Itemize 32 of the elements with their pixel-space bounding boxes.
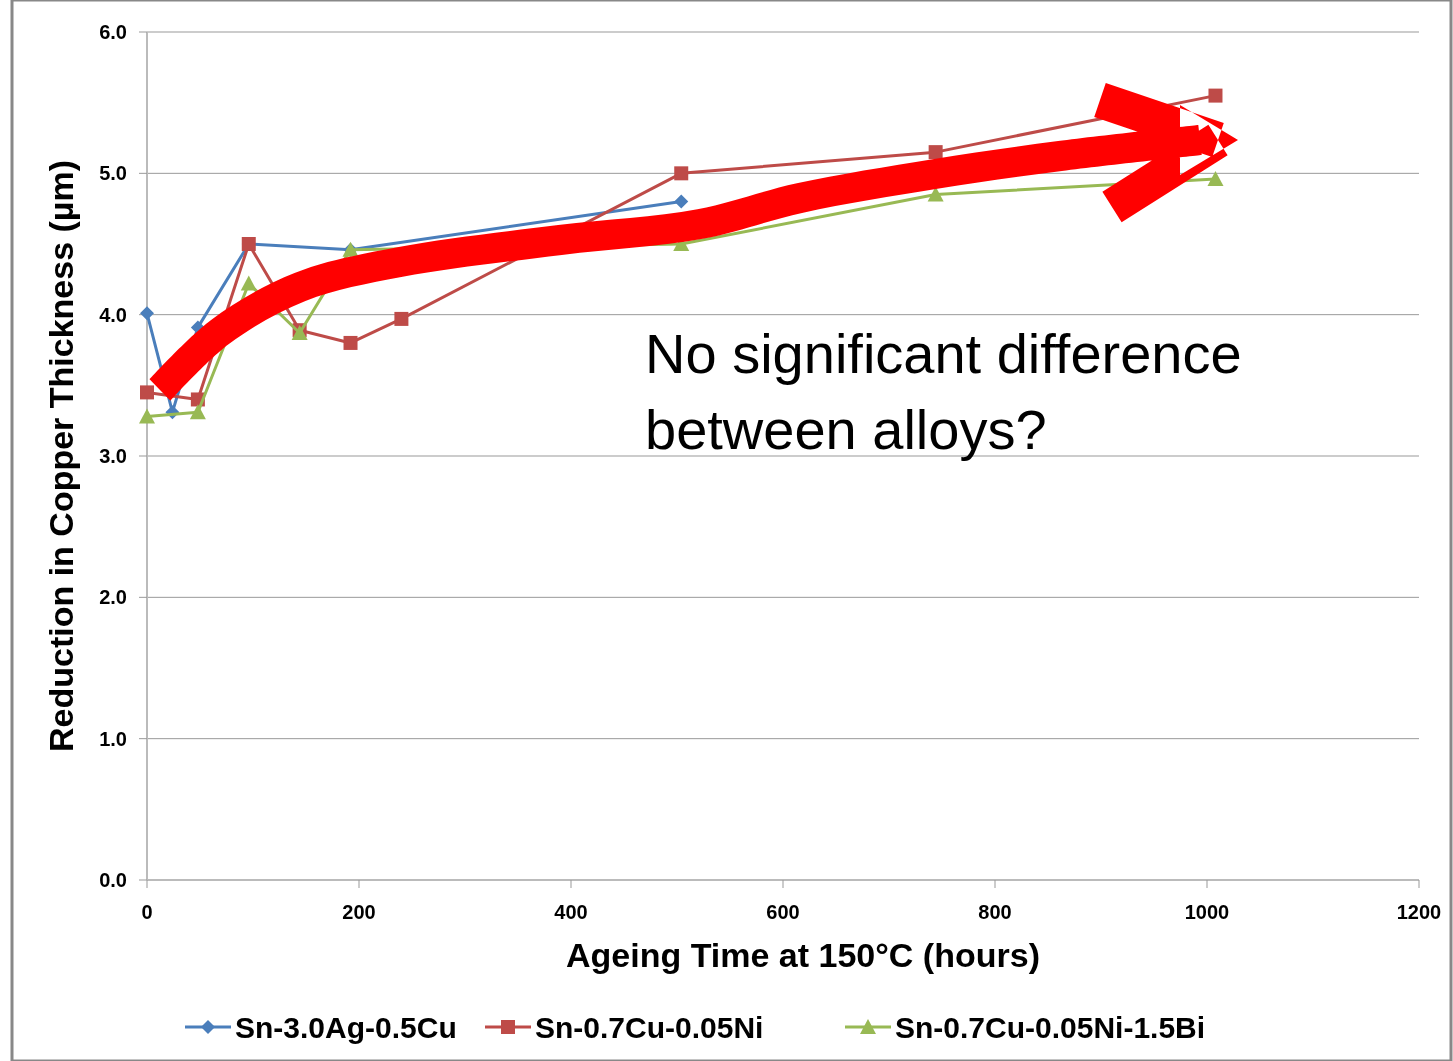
annotation: No significant difference between alloys?: [645, 322, 1242, 461]
x-tick-label: 0: [141, 901, 153, 923]
point: [674, 194, 689, 209]
y-tick-label: 0.0: [99, 869, 127, 891]
point: [927, 186, 944, 202]
point: [1207, 170, 1224, 186]
y-tick-label: 5.0: [99, 162, 127, 185]
x-tick-label: 200: [342, 901, 376, 923]
point: [140, 385, 154, 400]
point: [928, 145, 943, 160]
point: [139, 408, 155, 424]
y-axis-title: Reduction in Copper Thickness (µm): [42, 160, 80, 752]
legend-label: Sn-3.0Ag-0.5Cu: [235, 1010, 457, 1044]
y-tick-label: 6.0: [99, 21, 127, 43]
y-tick-label: 4.0: [99, 303, 127, 326]
x-tick-label: 1200: [1396, 901, 1442, 923]
point: [343, 335, 358, 350]
y-tick-label: 2.0: [99, 586, 127, 609]
x-tick-label: 1000: [1184, 901, 1230, 923]
point: [1208, 88, 1223, 103]
point: [240, 275, 257, 291]
point: [394, 311, 409, 326]
x-tick-label: 600: [766, 901, 800, 923]
x-tick-label: 800: [978, 901, 1012, 923]
x-tick-label: 400: [554, 901, 588, 923]
point: [674, 166, 689, 181]
legend-label: Sn-0.7Cu-0.05Ni-1.5Bi: [895, 1010, 1206, 1044]
y-tick-label: 1.0: [99, 727, 127, 750]
y-tick-label: 3.0: [99, 445, 127, 467]
x-axis-title: Ageing Time at 150°C (hours): [566, 936, 1040, 974]
legend-label: Sn-0.7Cu-0.05Ni: [535, 1010, 764, 1044]
point: [189, 404, 206, 420]
